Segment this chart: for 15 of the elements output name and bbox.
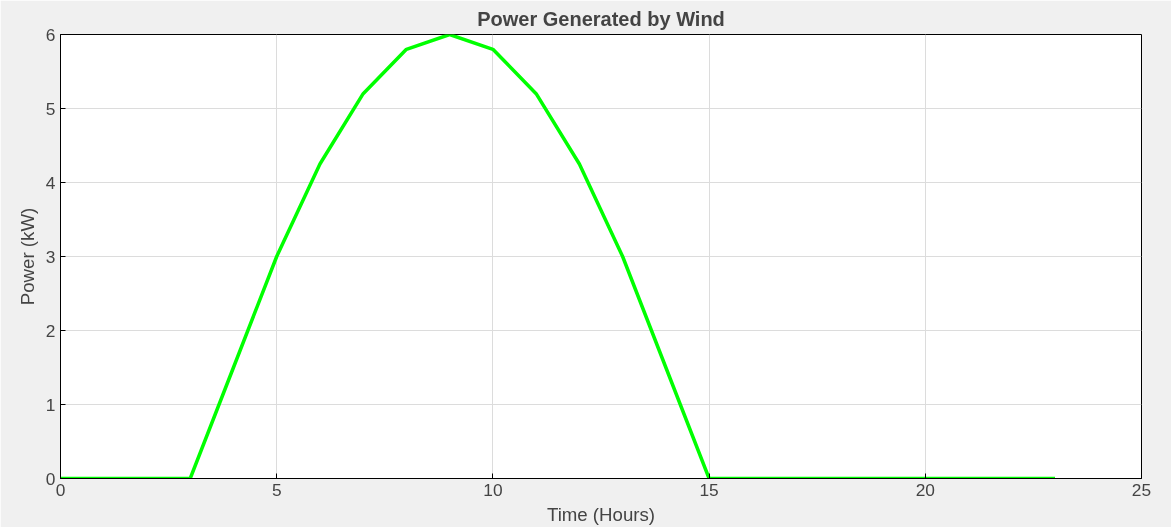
x-tick-label: 15 <box>699 479 719 500</box>
y-tick-label: 3 <box>45 246 56 267</box>
y-axis-title: Power (kW) <box>16 207 38 306</box>
x-tick-label: 10 <box>483 479 503 500</box>
y-tick-label: 6 <box>45 24 56 45</box>
x-axis-title: Time (Hours) <box>546 503 656 525</box>
x-tick-label: 20 <box>915 479 935 500</box>
chart-title: Power Generated by Wind <box>477 7 725 30</box>
y-tick-label: 4 <box>45 172 56 193</box>
y-tick-label: 1 <box>45 394 56 415</box>
x-tick-label: 25 <box>1131 479 1152 500</box>
x-tick-label: 5 <box>271 479 282 500</box>
y-tick-label: 2 <box>45 320 56 341</box>
line-series <box>60 34 1057 479</box>
y-tick-label: 5 <box>45 98 56 119</box>
